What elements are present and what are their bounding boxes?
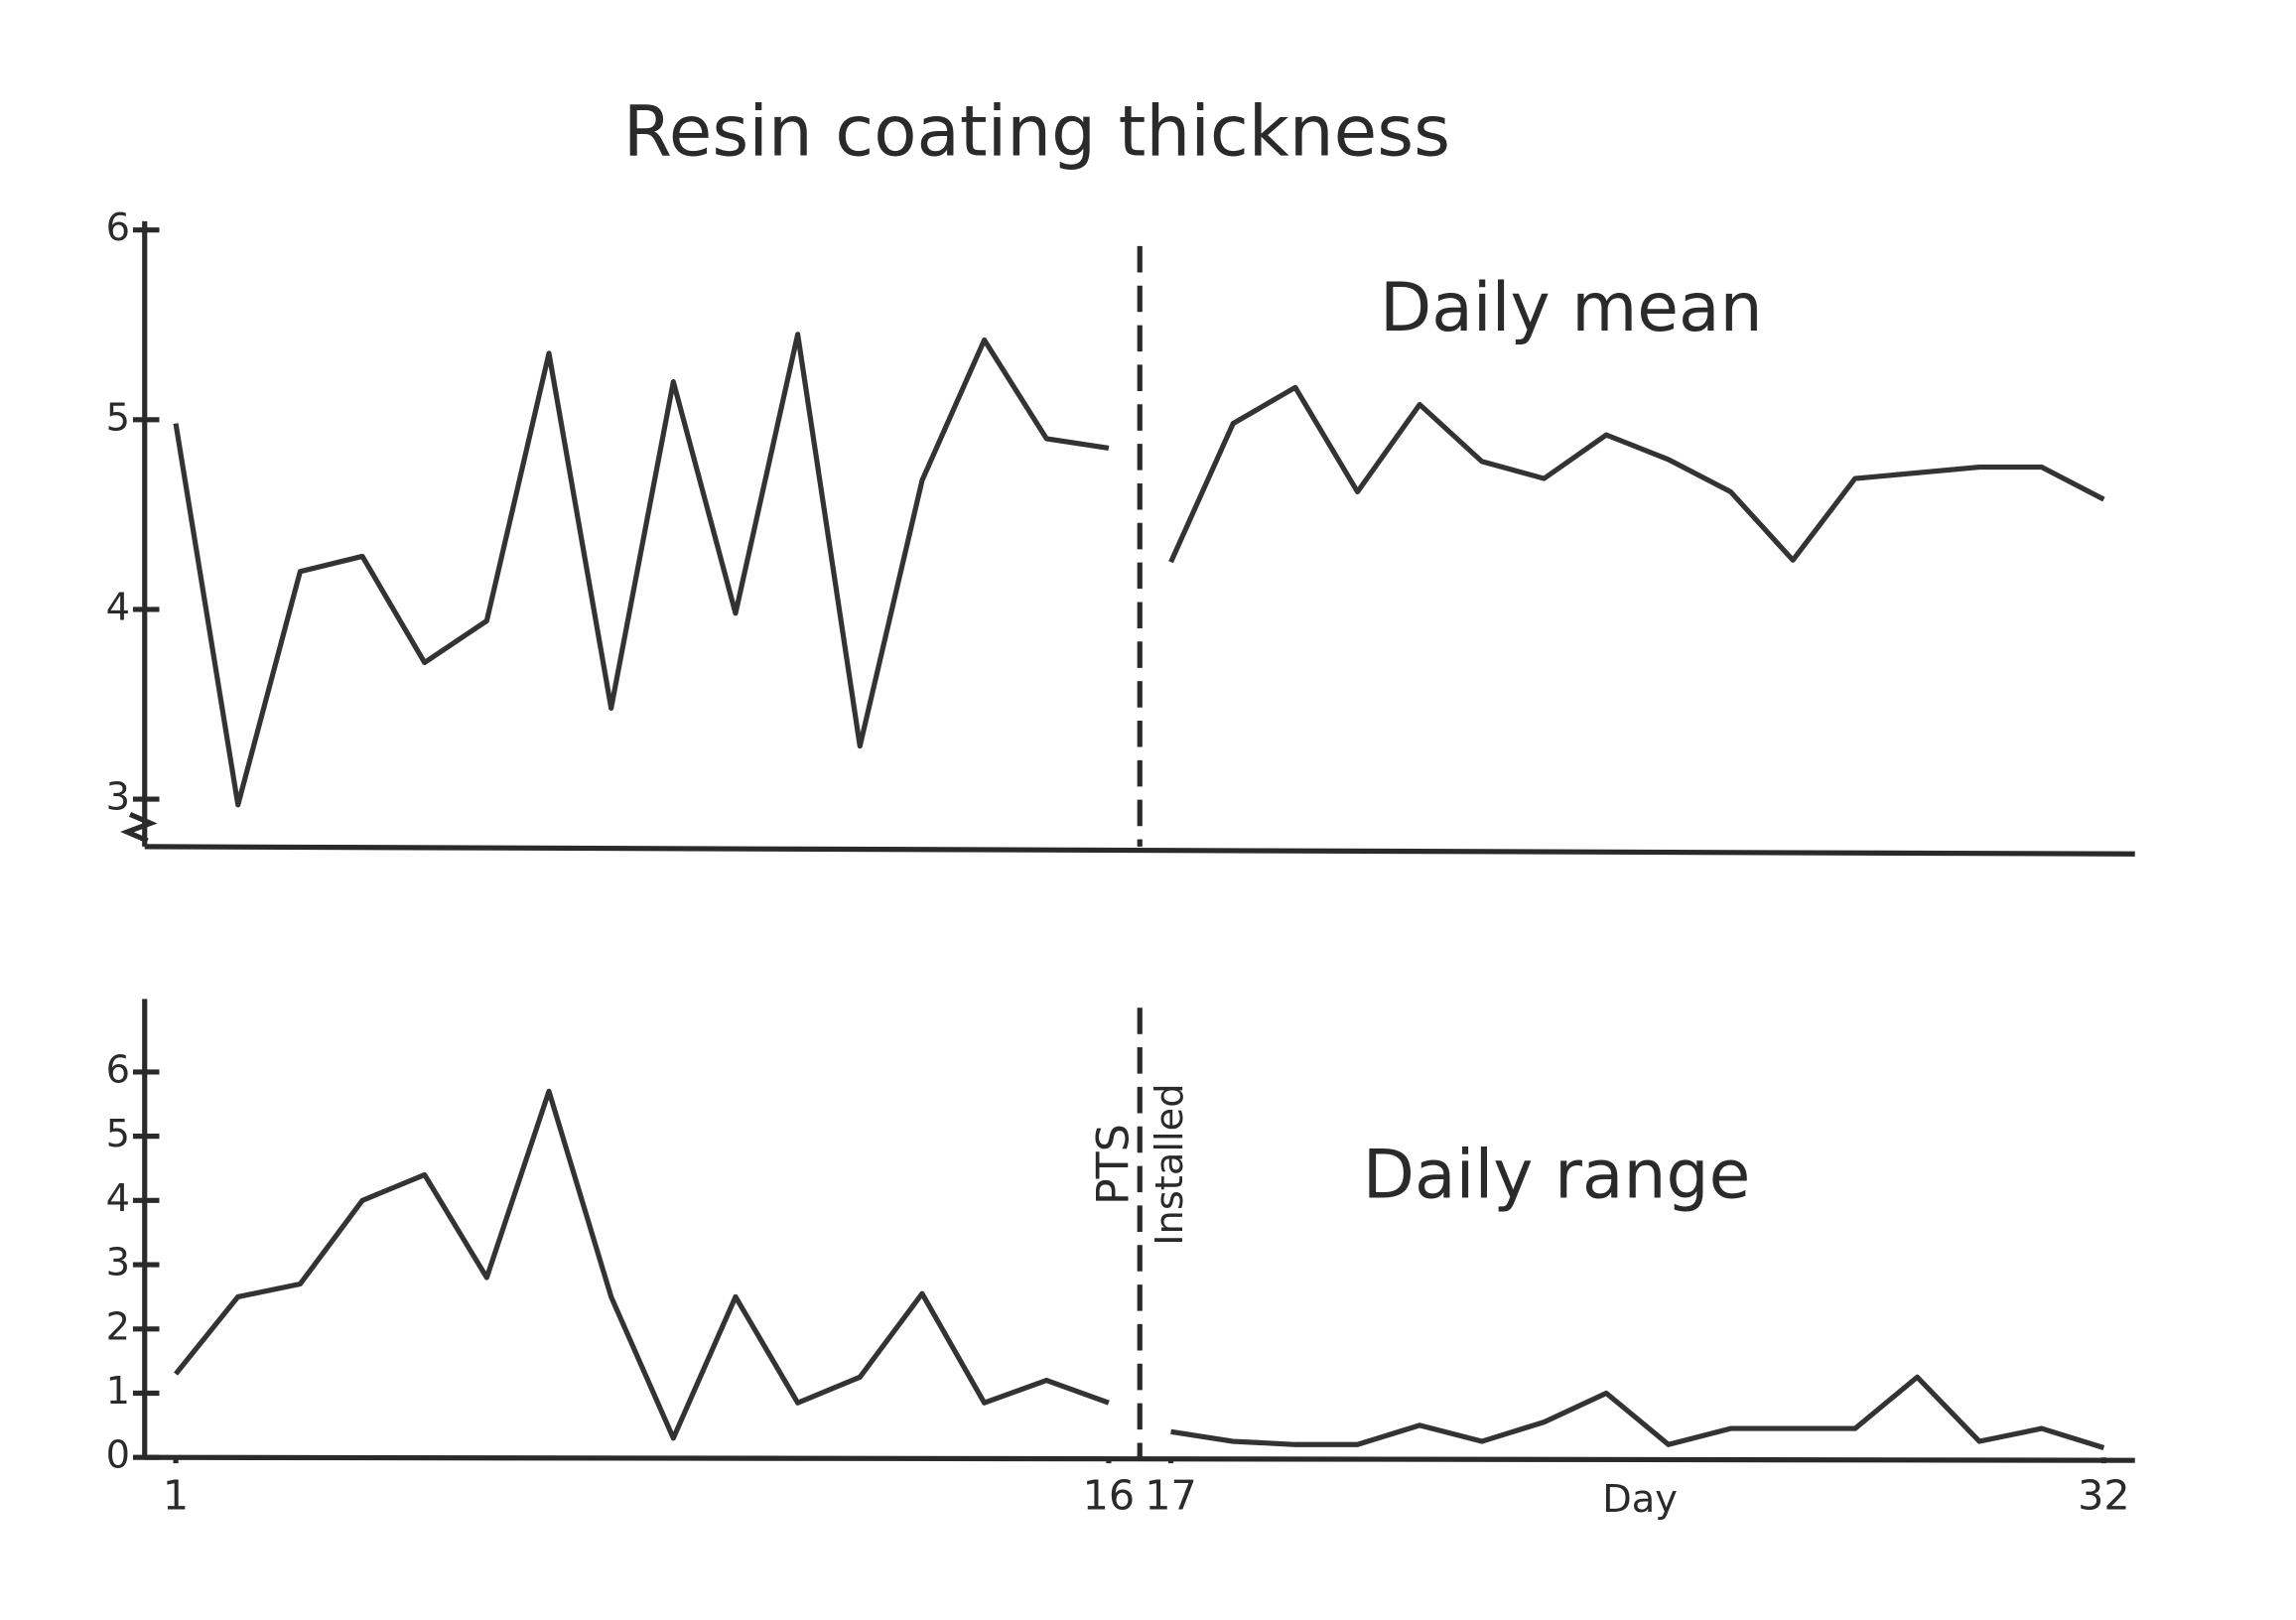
event-label: PTS: [1089, 1124, 1140, 1205]
y-tick-label: 6: [106, 205, 130, 250]
event-label: Installed: [1148, 1083, 1192, 1245]
annotation: Daily mean: [1380, 269, 1763, 347]
y-tick-label: 6: [106, 1047, 130, 1092]
y-tick-label: 5: [106, 395, 130, 440]
x-axis: [144, 844, 2135, 857]
x-tick-label: 17: [1145, 1472, 1197, 1520]
x-tick-label: 32: [2078, 1472, 2130, 1520]
y-tick-label: 4: [106, 585, 130, 629]
y-tick-label: 3: [106, 775, 130, 820]
x-axis-label: Day: [1602, 1477, 1678, 1522]
y-tick-label: 2: [106, 1304, 130, 1349]
chart-title: Resin coating thickness: [623, 90, 1450, 173]
axis-break: [120, 812, 158, 844]
x-axis: [144, 1454, 2135, 1463]
data-line: [174, 1088, 1110, 1441]
y-tick-label: 5: [106, 1112, 130, 1156]
annotation: Daily range: [1363, 1136, 1751, 1214]
x-tick-label: 1: [163, 1472, 189, 1520]
y-tick-label: 3: [106, 1241, 130, 1285]
data-line: [1170, 1374, 2105, 1450]
data-line: [1168, 384, 2105, 564]
data-line: [173, 332, 1110, 808]
y-tick-label: 0: [106, 1433, 130, 1478]
x-tick-label: 16: [1083, 1472, 1136, 1520]
y-tick-label: 4: [106, 1176, 130, 1221]
y-tick-label: 1: [106, 1369, 130, 1414]
